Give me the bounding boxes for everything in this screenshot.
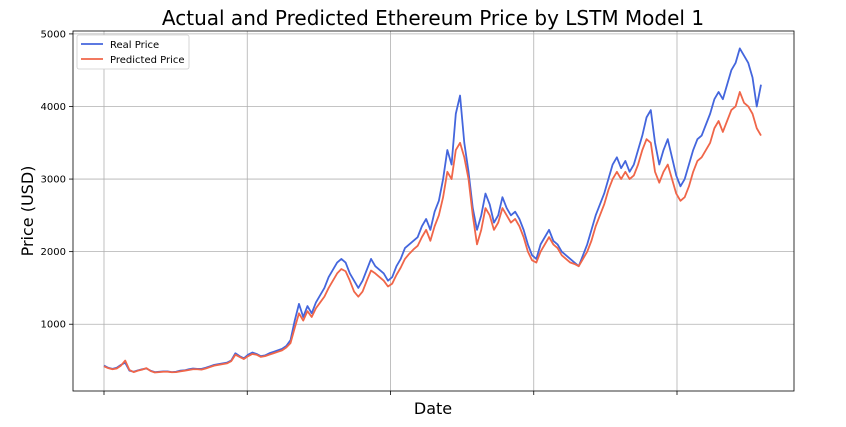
y-axis: 1000 2000 3000 4000 5000 [41, 29, 73, 331]
plot-frame [72, 30, 795, 392]
legend-label-real: Real Price [110, 40, 159, 51]
legend: Real Price Predicted Price [76, 34, 190, 70]
y-tick-label: 1000 [41, 320, 66, 331]
series-group [103, 47, 762, 374]
x-axis [103, 391, 678, 395]
series-line-predicted-price [103, 91, 762, 374]
y-tick-label: 3000 [41, 175, 66, 186]
legend-box [76, 34, 190, 70]
y-tick-label: 5000 [41, 29, 66, 40]
grid [73, 31, 794, 391]
y-tick-label: 2000 [41, 247, 66, 258]
y-axis-label: Price (USD) [18, 166, 37, 257]
x-axis-label: Date [414, 399, 452, 418]
series-line-real-price [103, 47, 762, 374]
y-tick-label: 4000 [41, 102, 66, 113]
chart-title: Actual and Predicted Ethereum Price by L… [162, 6, 704, 30]
legend-label-predicted: Predicted Price [110, 55, 185, 66]
